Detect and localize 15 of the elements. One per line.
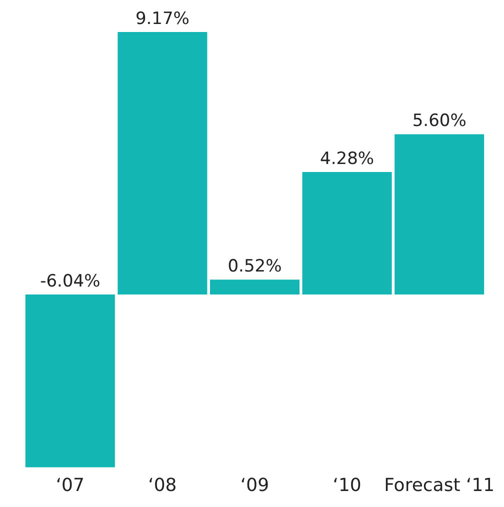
data-label: 0.52% <box>228 256 282 277</box>
bar <box>25 294 115 468</box>
bar <box>210 280 300 294</box>
x-tick-label: ‘10 <box>332 474 362 496</box>
x-tick-label: ‘09 <box>240 474 270 496</box>
bar <box>118 32 208 294</box>
data-label: -6.04% <box>40 271 100 292</box>
x-tick-label: Forecast ‘11 <box>384 474 495 496</box>
bar <box>302 172 392 294</box>
bar <box>394 134 484 294</box>
x-tick-label: ‘08 <box>148 474 177 496</box>
data-label: 4.28% <box>320 148 374 169</box>
data-label: 9.17% <box>135 8 190 29</box>
data-label: 5.60% <box>412 111 466 132</box>
x-tick-label: ‘07 <box>56 474 84 496</box>
